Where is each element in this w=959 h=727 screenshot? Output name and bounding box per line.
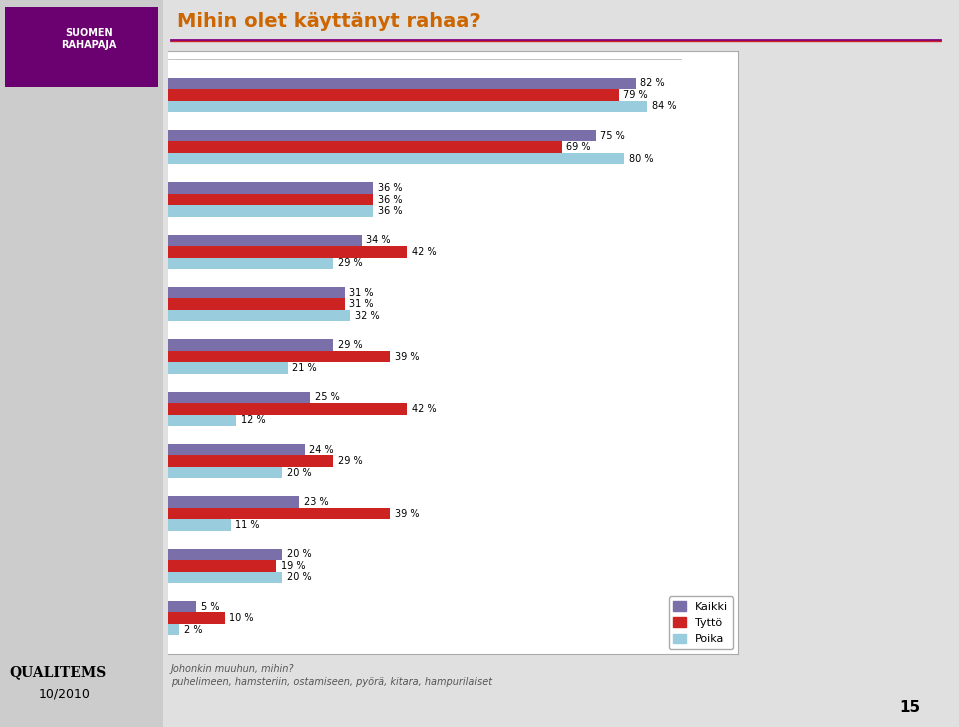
Bar [168, 403, 408, 414]
Text: 34 %: 34 % [366, 236, 391, 245]
Text: 31 %: 31 % [349, 300, 374, 309]
Text: 32 %: 32 % [355, 310, 380, 321]
Bar [168, 444, 305, 455]
Text: 36 %: 36 % [378, 183, 403, 193]
Text: 42 %: 42 % [412, 247, 436, 257]
Bar [168, 257, 334, 269]
Bar [168, 310, 350, 321]
Text: 19 %: 19 % [281, 561, 305, 571]
Bar [168, 624, 179, 635]
Bar [168, 194, 373, 205]
Text: 5 %: 5 % [201, 602, 220, 611]
Text: 2 %: 2 % [184, 624, 202, 635]
Bar [168, 78, 636, 89]
Bar [168, 235, 362, 246]
Text: Mihin olet käyttänyt rahaa?: Mihin olet käyttänyt rahaa? [177, 12, 481, 31]
Bar [168, 392, 311, 403]
Legend: Kaikki, Tyttö, Poika: Kaikki, Tyttö, Poika [668, 596, 733, 648]
Text: 39 %: 39 % [395, 352, 419, 361]
Text: 20 %: 20 % [287, 550, 311, 559]
Text: 82 %: 82 % [641, 79, 665, 89]
Text: 29 %: 29 % [338, 340, 363, 350]
Bar [168, 182, 373, 194]
Text: Johonkin muuhun, mihin?: Johonkin muuhun, mihin? [171, 664, 294, 675]
Bar [168, 612, 224, 624]
Text: 20 %: 20 % [287, 467, 311, 478]
Bar [168, 497, 299, 507]
Bar [168, 560, 276, 571]
Text: 36 %: 36 % [378, 195, 403, 204]
Text: 79 %: 79 % [623, 90, 647, 100]
Text: QUALITEMS: QUALITEMS [10, 665, 106, 679]
Bar [168, 298, 344, 310]
Bar [168, 153, 624, 164]
Text: 84 %: 84 % [652, 101, 676, 111]
Text: 20 %: 20 % [287, 572, 311, 582]
Bar [168, 142, 562, 153]
Text: 21 %: 21 % [292, 363, 316, 373]
Text: SUOMEN
RAHAPAJA: SUOMEN RAHAPAJA [61, 28, 117, 50]
Text: 11 %: 11 % [235, 520, 260, 530]
Text: 29 %: 29 % [338, 456, 363, 466]
Bar [168, 287, 344, 298]
Bar [168, 507, 390, 519]
Bar [168, 455, 334, 467]
Text: 36 %: 36 % [378, 206, 403, 216]
Text: 10 %: 10 % [229, 613, 254, 623]
Text: 39 %: 39 % [395, 508, 419, 518]
Text: 25 %: 25 % [316, 393, 339, 402]
Text: 31 %: 31 % [349, 288, 374, 297]
Text: 15: 15 [900, 700, 921, 715]
Text: 29 %: 29 % [338, 258, 363, 268]
Bar [168, 519, 230, 531]
Text: 80 %: 80 % [629, 153, 653, 164]
Text: 12 %: 12 % [241, 415, 266, 425]
Bar [168, 89, 619, 100]
Bar [168, 601, 197, 612]
Text: 75 %: 75 % [600, 131, 625, 140]
Text: 69 %: 69 % [566, 142, 591, 152]
Bar [168, 549, 282, 560]
Text: puhelimeen, hamsteriin, ostamiseen, pyörä, kitara, hampurilaiset: puhelimeen, hamsteriin, ostamiseen, pyör… [171, 677, 492, 687]
Bar [168, 340, 334, 350]
Bar [168, 130, 596, 142]
Text: 24 %: 24 % [310, 445, 334, 454]
Text: 23 %: 23 % [304, 497, 328, 507]
Text: 10/2010: 10/2010 [38, 688, 90, 701]
Bar [168, 362, 288, 374]
Bar [168, 414, 236, 426]
Bar [168, 467, 282, 478]
Bar [168, 571, 282, 583]
Bar [168, 350, 390, 362]
Bar [168, 246, 408, 257]
Bar [168, 205, 373, 217]
Bar [168, 100, 647, 112]
Text: 42 %: 42 % [412, 404, 436, 414]
